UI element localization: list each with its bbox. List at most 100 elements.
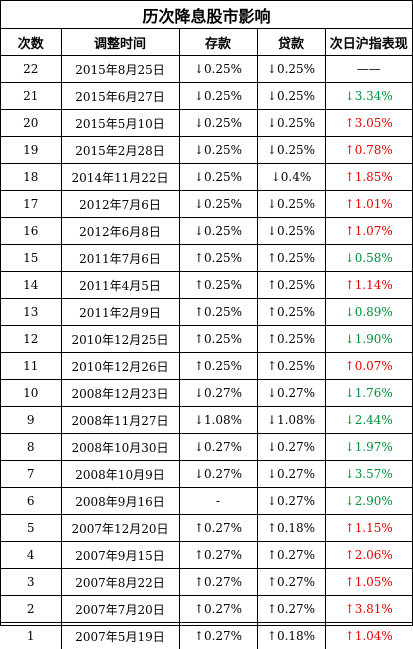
table-title: 历次降息股市影响 — [1, 1, 412, 29]
row-date-cell: 2012年7月6日 — [61, 191, 179, 218]
header-row: 次数 调整时间 存款 贷款 次日沪指表现 — [1, 29, 412, 56]
row-loan-cell: ↑0.18% — [257, 515, 325, 542]
row-performance-cell: ↑1.04% — [325, 623, 412, 649]
row-count-cell: 6 — [1, 488, 61, 515]
row-date-cell: 2015年6月27日 — [61, 83, 179, 110]
row-performance-cell: ↓2.90% — [325, 488, 412, 515]
row-performance-cell: ↑1.07% — [325, 218, 412, 245]
row-performance-cell: ↓1.97% — [325, 434, 412, 461]
row-loan-cell: ↓0.27% — [257, 461, 325, 488]
row-count-cell: 15 — [1, 245, 61, 272]
header-count: 次数 — [1, 29, 61, 56]
row-count-cell: 7 — [1, 461, 61, 488]
row-date-cell: 2011年2月9日 — [61, 299, 179, 326]
row-date-cell: 2010年12月25日 — [61, 326, 179, 353]
row-date-cell: 2008年12月23日 — [61, 380, 179, 407]
row-date-cell: 2011年7月6日 — [61, 245, 179, 272]
row-count-cell: 5 — [1, 515, 61, 542]
row-loan-cell: ↑0.27% — [257, 542, 325, 569]
row-loan-cell: ↑0.27% — [257, 569, 325, 596]
row-count-cell: 3 — [1, 569, 61, 596]
row-performance-cell: ↓0.58% — [325, 245, 412, 272]
row-count-cell: 1 — [1, 623, 61, 649]
row-loan-cell: ↓0.27% — [257, 380, 325, 407]
row-date-cell: 2007年7月20日 — [61, 596, 179, 623]
row-deposit-cell: ↑0.25% — [179, 326, 257, 353]
row-deposit-cell: ↑0.27% — [179, 623, 257, 649]
row-loan-cell: ↓0.25% — [257, 218, 325, 245]
row-deposit-cell: ↑0.25% — [179, 299, 257, 326]
row-performance-cell: ↑1.05% — [325, 569, 412, 596]
row-date-cell: 2008年10月9日 — [61, 461, 179, 488]
row-date-cell: 2014年11月22日 — [61, 164, 179, 191]
row-count-cell: 14 — [1, 272, 61, 299]
row-date-cell: 2008年11月27日 — [61, 407, 179, 434]
row-deposit-cell: ↑0.27% — [179, 515, 257, 542]
row-performance-cell: ↑1.15% — [325, 515, 412, 542]
row-date-cell: 2010年12月26日 — [61, 353, 179, 380]
row-deposit-cell: ↑0.25% — [179, 353, 257, 380]
row-performance-cell: ↑2.06% — [325, 542, 412, 569]
row-loan-cell: ↓0.4% — [257, 164, 325, 191]
row-loan-cell: ↑0.27% — [257, 596, 325, 623]
row-deposit-cell: ↓0.25% — [179, 110, 257, 137]
row-loan-cell: ↑0.25% — [257, 245, 325, 272]
row-count-cell: 8 — [1, 434, 61, 461]
row-deposit-cell: - — [179, 488, 257, 515]
row-date-cell: 2007年8月22日 — [61, 569, 179, 596]
row-deposit-cell: ↓0.25% — [179, 191, 257, 218]
row-deposit-cell: ↓0.25% — [179, 218, 257, 245]
row-loan-cell: ↓0.27% — [257, 434, 325, 461]
row-deposit-cell: ↑0.25% — [179, 245, 257, 272]
row-performance-cell: ↓1.90% — [325, 326, 412, 353]
row-loan-cell: ↓0.25% — [257, 191, 325, 218]
row-count-cell: 10 — [1, 380, 61, 407]
row-loan-cell: ↓0.25% — [257, 110, 325, 137]
row-deposit-cell: ↓0.27% — [179, 434, 257, 461]
row-deposit-cell: ↓0.27% — [179, 461, 257, 488]
row-deposit-cell: ↓0.25% — [179, 137, 257, 164]
row-loan-cell: ↓0.25% — [257, 56, 325, 83]
row-performance-cell: ↑0.07% — [325, 353, 412, 380]
row-count-cell: 18 — [1, 164, 61, 191]
row-performance-cell: —— — [325, 56, 412, 83]
row-count-cell: 12 — [1, 326, 61, 353]
row-performance-cell: ↑3.81% — [325, 596, 412, 623]
row-date-cell: 2011年4月5日 — [61, 272, 179, 299]
row-count-cell: 16 — [1, 218, 61, 245]
row-performance-cell: ↓3.34% — [325, 83, 412, 110]
row-date-cell: 2008年9月16日 — [61, 488, 179, 515]
row-count-cell: 11 — [1, 353, 61, 380]
row-count-cell: 20 — [1, 110, 61, 137]
header-deposit: 存款 — [179, 29, 257, 56]
row-loan-cell: ↑0.25% — [257, 272, 325, 299]
row-count-cell: 9 — [1, 407, 61, 434]
row-date-cell: 2015年8月25日 — [61, 56, 179, 83]
row-date-cell: 2007年9月15日 — [61, 542, 179, 569]
row-deposit-cell: ↓0.25% — [179, 164, 257, 191]
row-count-cell: 2 — [1, 596, 61, 623]
row-deposit-cell: ↓1.08% — [179, 407, 257, 434]
row-performance-cell: ↓2.44% — [325, 407, 412, 434]
row-count-cell: 22 — [1, 56, 61, 83]
row-count-cell: 13 — [1, 299, 61, 326]
row-date-cell: 2007年5月19日 — [61, 623, 179, 649]
header-next-day-performance: 次日沪指表现 — [325, 29, 412, 56]
row-deposit-cell: ↓0.25% — [179, 56, 257, 83]
row-performance-cell: ↓1.76% — [325, 380, 412, 407]
row-date-cell: 2015年5月10日 — [61, 110, 179, 137]
row-loan-cell: ↑0.18% — [257, 623, 325, 649]
